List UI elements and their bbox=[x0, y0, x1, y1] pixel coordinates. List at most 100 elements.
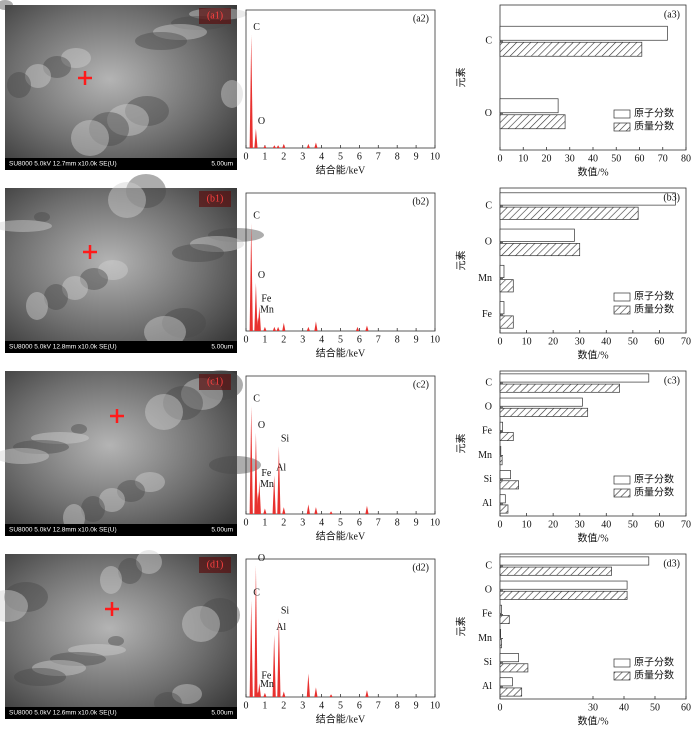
bar bbox=[499, 446, 502, 455]
y-tick-label: O bbox=[485, 108, 492, 119]
panel-label: (c2) bbox=[413, 379, 429, 390]
bar bbox=[499, 629, 501, 638]
sem-texture bbox=[163, 386, 203, 420]
sem-texture bbox=[125, 96, 169, 126]
y-tick-label: Fe bbox=[482, 309, 493, 320]
sem-texture bbox=[0, 590, 28, 622]
peak-label: O bbox=[258, 420, 265, 431]
spectrum-peak bbox=[306, 504, 310, 514]
sem-texture bbox=[43, 56, 71, 78]
spectrum-peak bbox=[314, 142, 318, 148]
legend-swatch bbox=[613, 122, 631, 132]
bar bbox=[499, 397, 583, 407]
spectrum-peak bbox=[263, 145, 267, 148]
y-tick-label: C bbox=[485, 560, 492, 571]
spectrum-peak bbox=[329, 511, 333, 514]
legend-label: 质量分数 bbox=[634, 302, 674, 315]
plot-frame bbox=[245, 192, 436, 332]
sem-caption-bar bbox=[5, 341, 237, 353]
spectrum-peak bbox=[306, 326, 310, 331]
x-tick-label: 40 bbox=[588, 153, 598, 164]
sem-texture bbox=[208, 228, 264, 242]
spectrum-peak bbox=[249, 34, 253, 149]
x-tick-label: 7 bbox=[376, 517, 381, 528]
x-tick-label: 3 bbox=[300, 517, 305, 528]
x-tick-label: 20 bbox=[548, 336, 558, 347]
spectrum-peak bbox=[272, 145, 276, 148]
sem-texture bbox=[80, 268, 108, 290]
sem-texture bbox=[117, 480, 145, 502]
sem-label: (b1) bbox=[207, 193, 224, 204]
sem-texture bbox=[107, 104, 149, 136]
legend-label: 原子分数 bbox=[634, 472, 674, 485]
x-tick-label: 10 bbox=[518, 153, 528, 164]
x-tick-label: 3 bbox=[300, 700, 305, 711]
bar bbox=[499, 264, 505, 278]
legend-swatch bbox=[613, 671, 631, 681]
y-tick-label: C bbox=[485, 36, 492, 47]
x-axis-label: 数值/% bbox=[577, 531, 608, 544]
spectrum-peak bbox=[365, 325, 369, 331]
peak-label: C bbox=[253, 211, 260, 222]
x-tick-label: 8 bbox=[395, 334, 400, 345]
legend-swatch bbox=[613, 109, 631, 119]
sem-texture bbox=[153, 24, 207, 40]
x-tick-label: 4 bbox=[319, 151, 324, 162]
bar bbox=[499, 373, 650, 383]
x-tick-label: 20 bbox=[548, 519, 558, 530]
y-axis-label: 元素 bbox=[454, 434, 467, 454]
peak-label: Fe bbox=[261, 670, 272, 681]
sem-texture bbox=[136, 550, 162, 574]
sem-scale: 5.00um bbox=[211, 344, 233, 351]
y-tick-label: Fe bbox=[482, 609, 493, 620]
legend-label: 原子分数 bbox=[634, 655, 674, 668]
peak-label: Fe bbox=[261, 468, 272, 479]
plot-frame bbox=[499, 187, 687, 334]
bar bbox=[499, 580, 628, 590]
spectrum-peak bbox=[277, 618, 281, 697]
x-tick-label: 9 bbox=[414, 334, 419, 345]
spectrum-peak bbox=[276, 326, 280, 331]
x-tick-label: 1 bbox=[262, 517, 267, 528]
x-tick-label: 4 bbox=[319, 334, 324, 345]
sem-texture bbox=[126, 174, 166, 208]
spectrum-peak bbox=[306, 673, 310, 697]
bar bbox=[499, 421, 504, 431]
sem-texture bbox=[31, 432, 89, 444]
sem-texture bbox=[162, 308, 206, 338]
x-axis-label: 结合能/keV bbox=[316, 163, 366, 176]
spectrum-peak bbox=[282, 322, 286, 331]
sem-image bbox=[5, 554, 237, 719]
spectrum-peak bbox=[263, 692, 267, 697]
sem-texture bbox=[108, 182, 146, 218]
spectrum-peak bbox=[365, 690, 369, 697]
sem-texture bbox=[99, 488, 125, 512]
sem-texture bbox=[135, 32, 187, 50]
bar bbox=[499, 41, 643, 57]
spectrum-peak bbox=[256, 317, 260, 331]
sem-texture bbox=[182, 606, 220, 642]
sem-caption-bar bbox=[5, 158, 237, 170]
x-tick-label: 2 bbox=[281, 517, 286, 528]
bar bbox=[499, 383, 620, 393]
x-tick-label: 50 bbox=[611, 153, 621, 164]
x-axis-label: 结合能/keV bbox=[316, 712, 366, 725]
spectrum-peak bbox=[314, 507, 318, 514]
sem-texture bbox=[4, 582, 48, 612]
sem-scale: 5.00um bbox=[211, 710, 233, 717]
x-tick-label: 2 bbox=[281, 151, 286, 162]
sem-texture bbox=[144, 316, 186, 348]
x-tick-label: 50 bbox=[650, 702, 660, 713]
spectrum-peak bbox=[282, 143, 286, 148]
x-tick-label: 5 bbox=[338, 334, 343, 345]
x-tick-label: 6 bbox=[357, 517, 362, 528]
x-tick-label: 40 bbox=[619, 702, 629, 713]
peak-label: O bbox=[258, 116, 265, 127]
panel-label: (b3) bbox=[663, 192, 680, 203]
bar bbox=[499, 494, 506, 504]
sem-texture bbox=[14, 668, 66, 686]
bar bbox=[499, 604, 502, 614]
x-tick-label: 1 bbox=[262, 151, 267, 162]
y-tick-label: O bbox=[485, 585, 492, 596]
x-axis-label: 结合能/keV bbox=[316, 346, 366, 359]
